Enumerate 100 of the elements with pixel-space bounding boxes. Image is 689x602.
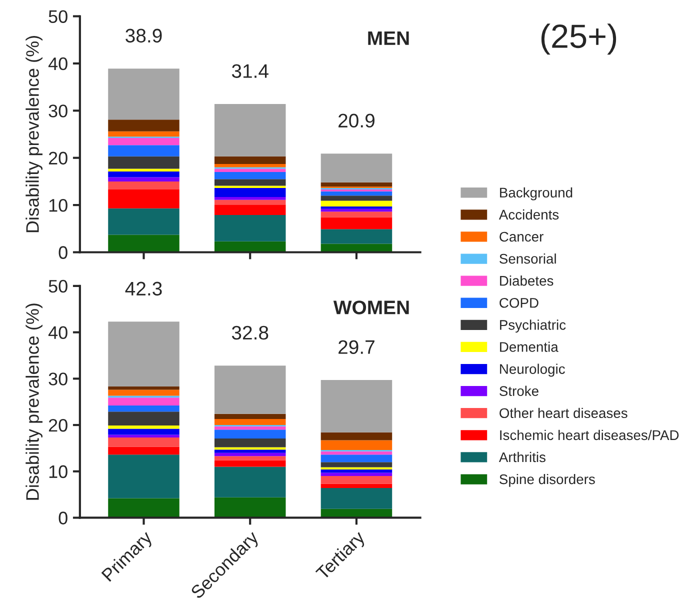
y-axis-title: Disability prevalence (%) [26, 36, 42, 232]
legend-label: Psychiatric [500, 320, 566, 333]
legend-label: Cancer [500, 232, 544, 242]
bar [320, 451, 392, 455]
bar [320, 476, 392, 484]
y-tick-label: 50 [48, 280, 68, 293]
bar [214, 430, 286, 438]
bar [320, 229, 392, 244]
bar [108, 454, 180, 498]
y-tick-label: 20 [48, 152, 68, 165]
bar [214, 497, 286, 518]
bar [108, 406, 180, 412]
bar [214, 186, 286, 188]
bar [320, 484, 392, 488]
bar [108, 425, 180, 429]
bar [320, 472, 392, 476]
y-tick-label: 10 [49, 465, 68, 478]
bar [214, 450, 286, 453]
bar [108, 438, 180, 447]
y-tick-label: 40 [48, 326, 68, 340]
bar [108, 208, 180, 235]
total-label: 32.8 [232, 326, 268, 340]
bar [214, 456, 286, 460]
bar [320, 440, 392, 450]
bar [214, 168, 286, 172]
bar [320, 196, 392, 201]
bar [214, 418, 286, 426]
legend-label: Accidents [498, 209, 559, 220]
bar [108, 386, 180, 390]
legend-label: Background [500, 187, 572, 200]
bar [320, 470, 392, 473]
legend-label: Dementia [500, 342, 558, 352]
bar [108, 390, 180, 396]
bar [108, 446, 180, 455]
bar [108, 172, 180, 178]
bar [320, 212, 392, 218]
legend-label: Ischemic heart diseases/PAD [500, 430, 679, 440]
y-axis-title: Disability prevalence (%) [26, 304, 42, 500]
bar [214, 188, 286, 198]
legend-label: Stroke [500, 386, 538, 396]
bar [108, 156, 180, 169]
bar [320, 488, 392, 509]
bar [108, 412, 180, 426]
bar [214, 164, 286, 168]
text: (25+) [541, 24, 616, 55]
total-label: 20.9 [338, 114, 374, 128]
y-tick-label: 20 [48, 418, 68, 432]
bar [108, 120, 180, 132]
bar [108, 131, 180, 137]
legend-label: Spine disorders [500, 474, 595, 487]
text: WOMEN [333, 300, 409, 314]
bar [320, 432, 392, 440]
legend-label: Other heart diseases [500, 408, 628, 418]
bar [108, 428, 180, 435]
bar [108, 68, 180, 120]
bar [320, 191, 392, 196]
text: MEN [368, 32, 409, 45]
bar [214, 172, 286, 180]
bar [320, 454, 392, 462]
y-tick-label: 10 [49, 198, 68, 212]
legend-label: Diabetes [500, 276, 554, 286]
bar [108, 322, 180, 387]
total-label: 29.7 [338, 340, 374, 354]
bar [320, 467, 392, 470]
bar [108, 498, 180, 518]
bar [108, 181, 180, 190]
bar [108, 234, 180, 252]
bar [108, 434, 180, 438]
legend-label: Neurologic [500, 364, 565, 377]
bar [214, 438, 286, 448]
total-label: 31.4 [232, 64, 268, 78]
y-tick-label: 30 [48, 372, 68, 386]
y-tick-label: 0 [58, 246, 68, 259]
bar [320, 380, 392, 432]
bar [320, 200, 392, 206]
bar [214, 156, 286, 164]
bar [214, 179, 286, 186]
bar [214, 426, 286, 430]
bar [108, 138, 180, 146]
bar [214, 466, 286, 498]
bar [320, 182, 392, 187]
bar [214, 104, 286, 156]
y-tick-label: 50 [48, 10, 68, 23]
bar [214, 460, 286, 467]
bar [108, 168, 180, 172]
bar [320, 154, 392, 182]
bar [108, 145, 180, 156]
legend-label: Arthritis [498, 452, 546, 462]
bar [214, 214, 286, 242]
bar [320, 462, 392, 468]
bar [214, 200, 286, 205]
bar [320, 206, 392, 209]
y-tick-label: 40 [48, 57, 68, 70]
bar [108, 177, 180, 182]
legend-label: Sensorial [500, 254, 556, 264]
bar [214, 204, 286, 215]
bar [320, 217, 392, 230]
bar [214, 197, 286, 200]
y-tick-label: 0 [58, 512, 68, 524]
legend-label: COPD [500, 298, 538, 308]
